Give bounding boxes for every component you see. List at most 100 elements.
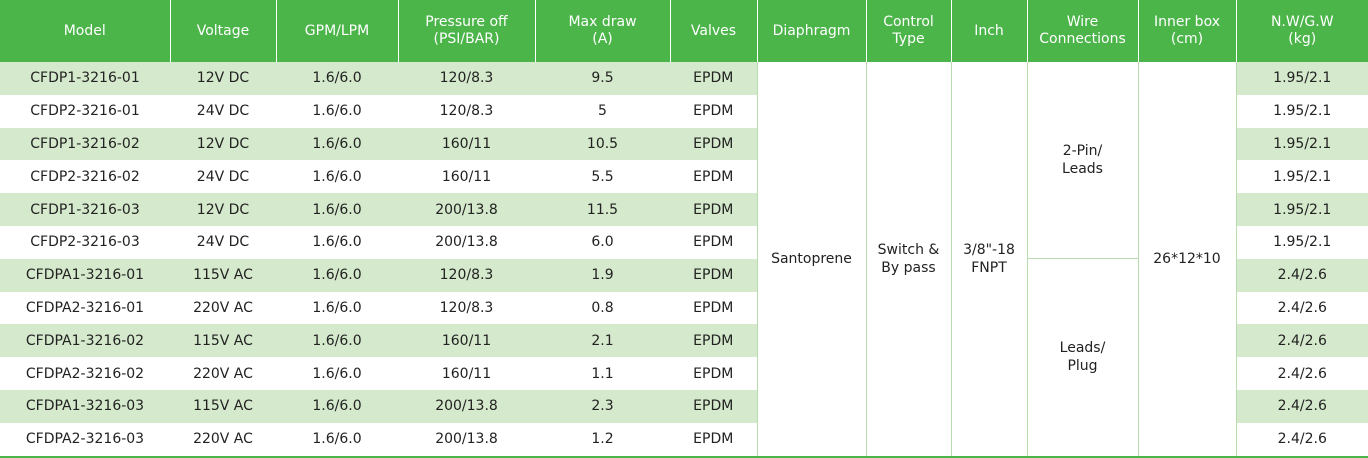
weight-cell: 1.95/2.1 [1273, 234, 1332, 251]
header-row: Model Voltage GPM/LPM Pressure off (PSI/BAR… [0, 0, 1368, 62]
control-type-cell: Switch & By pass [865, 62, 952, 458]
cell: EPDM [693, 234, 734, 251]
cell: 220V AC [193, 365, 253, 382]
cell: 160/11 [398, 324, 535, 358]
cell: 6.0 [591, 234, 614, 251]
table-row: CFDP2-3216-01 24V DC 1.6/6.0 120/8.3 5 EPDM 1.… [0, 95, 1368, 128]
header-cell: N.W/G.W (kg) [1236, 0, 1368, 62]
table-row: CFDP2-3216-03 24V DC 1.6/6.0 200/13.8 6.0 EPD… [0, 226, 1368, 259]
diaphragm-cell: Santoprene [756, 62, 867, 458]
cell: CFDPA1-3216-01 [0, 258, 170, 292]
cell: EPDM [670, 258, 757, 292]
wire-connections-cell: 2-Pin/ Leads [1026, 62, 1139, 259]
cell: EPDM [693, 365, 734, 382]
cell: CFDPA2-3216-03 [0, 422, 170, 458]
weight-cell: 2.4/2.6 [1277, 365, 1327, 382]
weight-cell: 2.4/2.6 [1236, 389, 1368, 423]
cell: 115V AC [170, 324, 276, 358]
cell: EPDM [670, 389, 757, 423]
cell: 1.6/6.0 [312, 365, 362, 382]
cell: 1.6/6.0 [312, 168, 362, 185]
weight-cell: 1.95/2.1 [1273, 103, 1332, 120]
cell: 1.6/6.0 [276, 324, 398, 358]
cell: 160/11 [441, 168, 492, 185]
cell: 160/11 [441, 365, 492, 382]
cell: 5.5 [591, 168, 614, 185]
weight-cell: 1.95/2.1 [1236, 127, 1368, 161]
inner-box-cell: 26*12*10 [1137, 62, 1237, 458]
cell: 1.6/6.0 [312, 299, 362, 316]
cell: EPDM [693, 168, 734, 185]
header-cell: Model [0, 0, 171, 62]
cell: 2.1 [535, 324, 670, 358]
cell: 1.6/6.0 [276, 62, 398, 95]
inch-cell: 3/8"-18 FNPT [950, 62, 1028, 458]
cell: 200/13.8 [435, 234, 498, 251]
cell: 24V DC [196, 103, 250, 120]
cell: EPDM [693, 103, 734, 120]
cell: CFDPA1-3216-02 [0, 324, 170, 358]
cell: 1.1 [591, 365, 614, 382]
weight-cell: 2.4/2.6 [1236, 258, 1368, 292]
header-cell: Valves [670, 0, 758, 62]
cell: 11.5 [535, 193, 670, 226]
cell: 0.8 [591, 299, 614, 316]
header-cell: Voltage [170, 0, 277, 62]
weight-cell: 1.95/2.1 [1236, 62, 1368, 95]
header-cell: Wire Connections [1027, 0, 1139, 62]
cell: EPDM [670, 422, 757, 458]
cell: 24V DC [196, 168, 250, 185]
cell: 12V DC [170, 127, 276, 161]
cell: EPDM [670, 62, 757, 95]
cell: CFDP2-3216-02 [30, 168, 140, 185]
header-cell: Control Type [866, 0, 952, 62]
cell: 24V DC [196, 234, 250, 251]
cell: 115V AC [170, 389, 276, 423]
cell: EPDM [670, 127, 757, 161]
table-row: CFDPA1-3216-03 115V AC 1.6/6.0 200/13.8 2.3 E… [0, 389, 1368, 423]
table-row: CFDP1-3216-01 12V DC 1.6/6.0 120/8.3 9.5 EPDM… [0, 62, 1368, 458]
cell: 10.5 [535, 127, 670, 161]
table-row: CFDPA2-3216-01 220V AC 1.6/6.0 120/8.3 0.8 EP… [0, 292, 1368, 325]
weight-cell: 2.4/2.6 [1236, 324, 1368, 358]
cell: 12V DC [170, 193, 276, 226]
cell: CFDP1-3216-03 [0, 193, 170, 226]
cell: 120/8.3 [439, 103, 494, 120]
cell: 220V AC [193, 299, 253, 316]
table-row: CFDPA1-3216-02 115V AC 1.6/6.0 160/11 2.1 EPD… [0, 324, 1368, 358]
table-row: CFDPA1-3216-01 115V AC 1.6/6.0 120/8.3 1.9 EP… [0, 258, 1368, 458]
header-cell: Diaphragm [757, 0, 867, 62]
header-cell: GPM/LPM [276, 0, 399, 62]
cell: 1.9 [535, 258, 670, 292]
cell: 200/13.8 [398, 422, 535, 458]
cell: EPDM [693, 299, 734, 316]
cell: 5 [598, 103, 607, 120]
cell: 120/8.3 [398, 62, 535, 95]
weight-cell: 2.4/2.6 [1277, 299, 1327, 316]
cell: 160/11 [398, 127, 535, 161]
header-cell: Inch [951, 0, 1028, 62]
cell: 9.5 [535, 62, 670, 95]
cell: 1.2 [535, 422, 670, 458]
cell: 1.6/6.0 [276, 422, 398, 458]
cell: CFDP1-3216-02 [0, 127, 170, 161]
cell: 1.6/6.0 [276, 127, 398, 161]
weight-cell: 1.95/2.1 [1273, 168, 1332, 185]
weight-cell: 2.4/2.6 [1236, 422, 1368, 458]
cell: 2.3 [535, 389, 670, 423]
cell: CFDPA1-3216-03 [0, 389, 170, 423]
cell: 200/13.8 [398, 389, 535, 423]
cell: CFDPA2-3216-01 [25, 299, 145, 316]
cell: CFDPA2-3216-02 [25, 365, 145, 382]
header-cell: Inner box (cm) [1138, 0, 1237, 62]
cell: CFDP1-3216-01 [0, 62, 170, 95]
cell: 1.6/6.0 [312, 103, 362, 120]
table-row: CFDP1-3216-03 12V DC 1.6/6.0 200/13.8 11.5 EP… [0, 193, 1368, 226]
cell: 200/13.8 [398, 193, 535, 226]
table-row: CFDP1-3216-02 12V DC 1.6/6.0 160/11 10.5 EPDM… [0, 127, 1368, 161]
cell: CFDP2-3216-03 [30, 234, 140, 251]
wire-connections-cell: Leads/ Plug [1026, 258, 1139, 458]
header-cell: Max draw (A) [535, 0, 671, 62]
